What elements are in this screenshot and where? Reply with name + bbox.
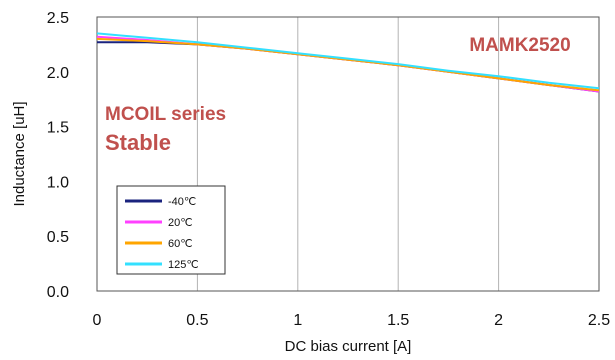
y-tick-label: 1.0 (47, 174, 69, 191)
legend-label: -40℃ (168, 196, 196, 208)
x-tick-labels: 0 0.5 1 1.5 2 2.5 (93, 312, 611, 329)
plot-frame (96, 16, 600, 292)
y-tick-label: 0.0 (47, 284, 69, 301)
x-tick-label: 2.5 (588, 312, 610, 329)
legend-label: 125℃ (168, 259, 199, 271)
y-tick-label: 1.5 (47, 120, 69, 137)
y-tick-label: 2.5 (47, 10, 69, 27)
x-tick-label: 0.5 (186, 312, 208, 329)
x-axis-title: DC bias current [A] (285, 338, 412, 355)
x-tick-label: 1 (293, 312, 302, 329)
legend: -40℃ 20℃ 60℃ 125℃ (116, 185, 226, 275)
annotation-stable: Stable (105, 130, 171, 155)
y-axis-title: Inductance [uH] (11, 101, 28, 206)
series-line-2 (96, 37, 600, 92)
legend-box (116, 185, 226, 275)
x-tick-label: 1.5 (387, 312, 409, 329)
annotation-part-number: MAMK2520 (469, 35, 570, 56)
series-line-3 (96, 32, 600, 90)
y-tick-labels: 0.0 0.5 1.0 1.5 2.0 2.5 (47, 10, 69, 301)
series-lines (96, 32, 600, 93)
y-tick-label: 2.0 (47, 65, 69, 82)
legend-label: 60℃ (168, 238, 193, 250)
annotation-series-name: MCOIL series (105, 104, 226, 125)
x-tick-label: 0 (93, 312, 102, 329)
legend-label: 20℃ (168, 217, 193, 229)
x-tick-label: 2 (494, 312, 503, 329)
y-tick-label: 0.5 (47, 229, 69, 246)
